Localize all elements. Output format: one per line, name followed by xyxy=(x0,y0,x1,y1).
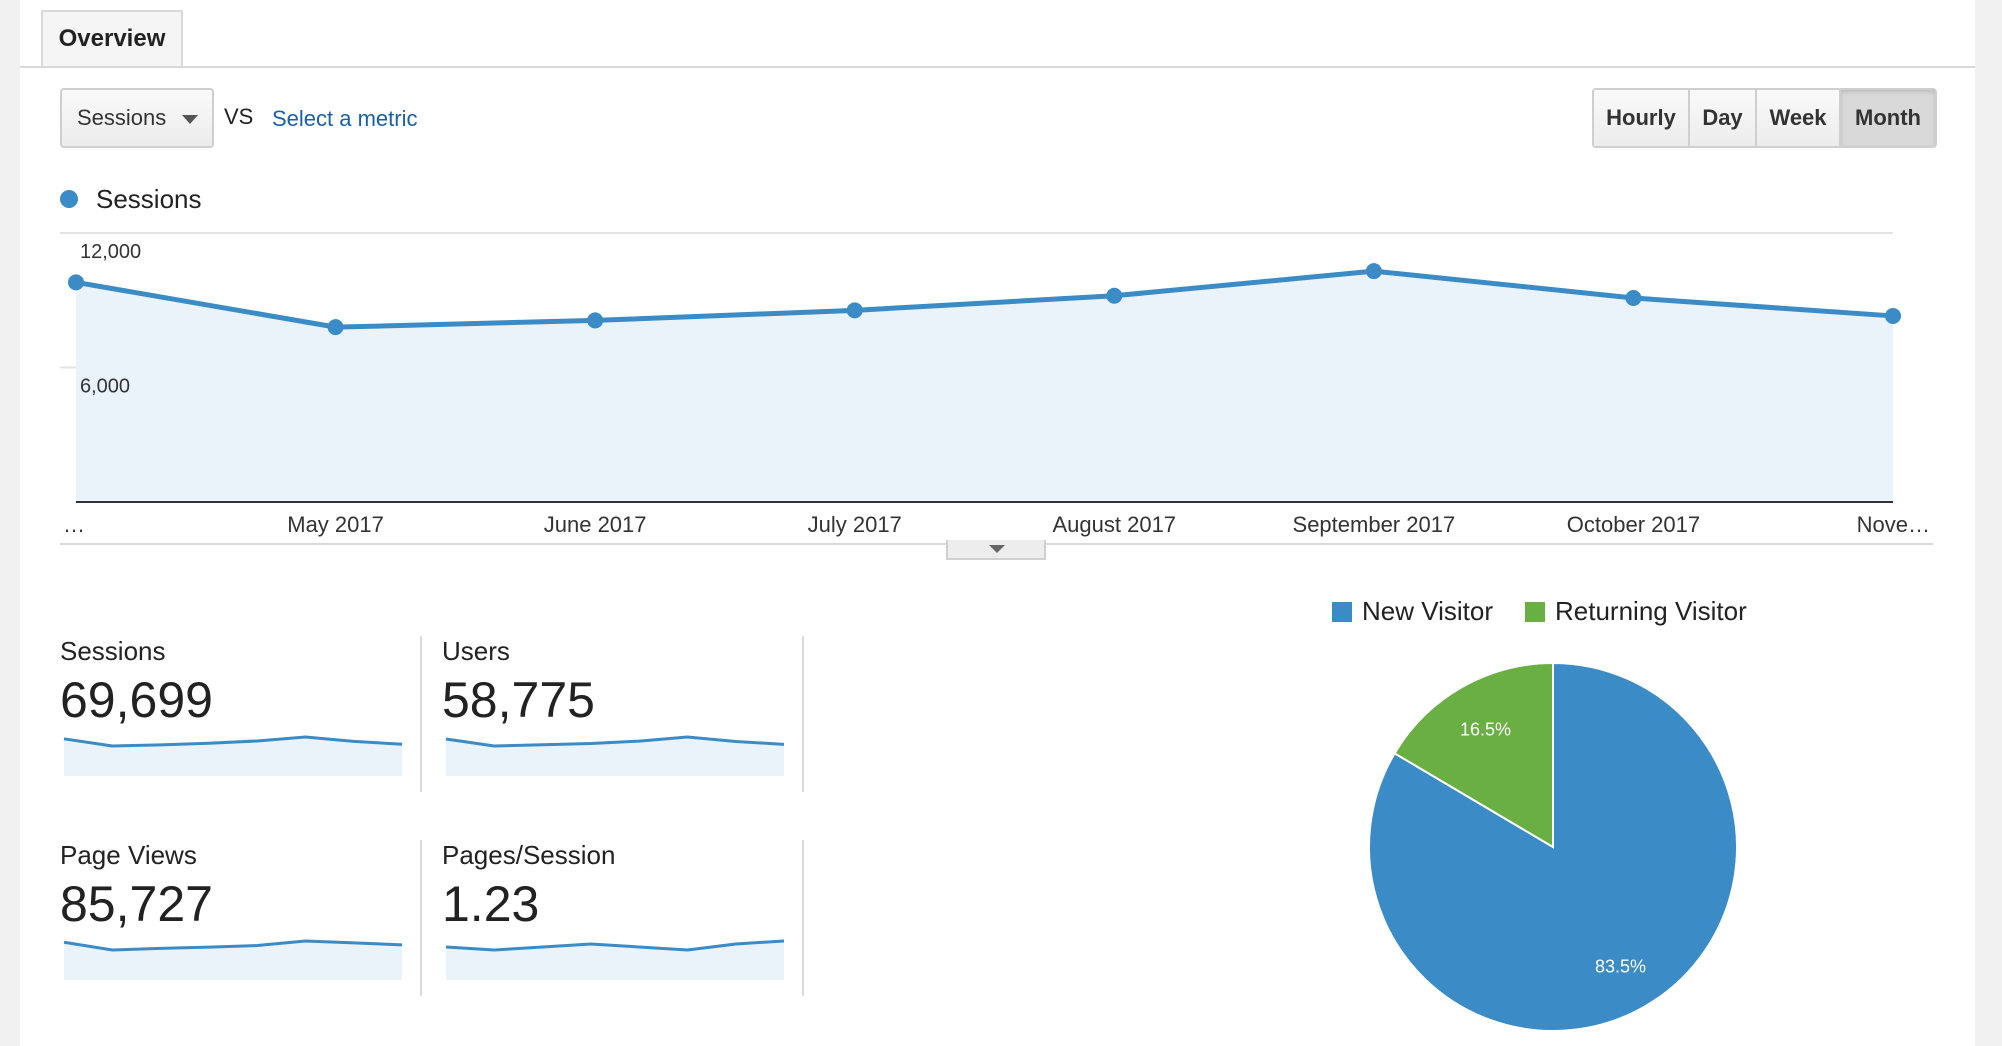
sparkline-area xyxy=(446,941,784,980)
kpi-label: Users xyxy=(442,636,510,666)
kpi-divider xyxy=(802,636,804,792)
sparkline-line xyxy=(445,735,784,748)
kpi-value: 69,699 xyxy=(60,672,213,728)
legend-label: Returning Visitor xyxy=(1555,596,1747,626)
kpi-pages-per-session[interactable]: Pages/Session 1.23 xyxy=(442,840,784,980)
data-point xyxy=(327,319,344,336)
x-tick-label: October 2017 xyxy=(1567,512,1700,537)
metric-dropdown[interactable]: Sessions xyxy=(60,88,214,148)
kpi-sparkline xyxy=(63,735,402,776)
kpi-divider xyxy=(420,840,422,996)
legend-label-sessions: Sessions xyxy=(96,183,202,214)
kpi-divider xyxy=(802,840,804,996)
kpi-sparkline xyxy=(63,939,402,980)
sparkline-line xyxy=(63,939,402,952)
kpi-sparkline xyxy=(445,735,784,776)
kpi-value: 58,775 xyxy=(442,672,595,728)
x-tick-label: June 2017 xyxy=(544,512,647,537)
area-fill xyxy=(76,271,1893,502)
tab-bar: Overview xyxy=(20,0,1975,68)
metric-dropdown-value: Sessions xyxy=(77,105,167,130)
chart-legend: Sessions xyxy=(60,184,202,214)
kpi-divider xyxy=(420,636,422,792)
kpi-sessions[interactable]: Sessions 69,699 xyxy=(60,636,402,776)
x-tick-label: September 2017 xyxy=(1293,512,1456,537)
x-tick-label: July 2017 xyxy=(808,512,902,537)
y-tick-label: 6,000 xyxy=(80,376,130,398)
granularity-week-button[interactable]: Week xyxy=(1757,90,1841,146)
kpi-page-views[interactable]: Page Views 85,727 xyxy=(60,840,402,980)
data-point xyxy=(1106,287,1123,304)
kpi-label: Pages/Session xyxy=(442,840,616,870)
pie-legend-new-visitor: New Visitor xyxy=(1332,596,1493,627)
kpi-value: 85,727 xyxy=(60,876,213,932)
granularity-toggle: Hourly Day Week Month xyxy=(1592,88,1937,148)
select-metric-link[interactable]: Select a metric xyxy=(272,106,418,131)
data-point xyxy=(846,302,863,319)
x-tick-label: August 2017 xyxy=(1053,512,1177,537)
pie-legend-returning-visitor: Returning Visitor xyxy=(1525,596,1747,627)
kpi-value: 1.23 xyxy=(442,876,540,932)
granularity-day-button[interactable]: Day xyxy=(1690,90,1757,146)
chart-expand-handle[interactable] xyxy=(946,540,1046,560)
sparkline-line xyxy=(63,735,402,748)
sessions-line-chart: 12,000 6,000 … May 2017 June 2017 July 2017 Au… xyxy=(60,232,1933,545)
granularity-hourly-button[interactable]: Hourly xyxy=(1594,90,1690,146)
vs-label: VS xyxy=(224,104,254,129)
kpi-sparkline xyxy=(445,939,784,980)
x-tick-label: … xyxy=(63,512,85,537)
x-tick-label: May 2017 xyxy=(287,512,384,537)
x-tick-label: Nove… xyxy=(1857,512,1930,537)
data-point xyxy=(1365,263,1382,280)
chevron-down-icon xyxy=(989,545,1005,553)
granularity-month-button[interactable]: Month xyxy=(1841,90,1935,146)
sparkline-area xyxy=(64,737,402,776)
data-point xyxy=(68,274,84,291)
data-point xyxy=(1885,307,1901,324)
sparkline-area xyxy=(446,737,784,776)
kpi-label: Sessions xyxy=(60,636,166,666)
tab-overview[interactable]: Overview xyxy=(41,10,183,66)
legend-label: New Visitor xyxy=(1362,596,1494,626)
chevron-down-icon xyxy=(182,115,198,124)
legend-swatch-returning-visitor xyxy=(1525,601,1545,622)
series-line xyxy=(75,268,1894,330)
sparkline-area xyxy=(64,941,402,980)
legend-marker-sessions xyxy=(60,190,78,208)
legend-swatch-new-visitor xyxy=(1332,601,1352,622)
y-tick-label: 12,000 xyxy=(80,241,141,263)
kpi-users[interactable]: Users 58,775 xyxy=(442,636,784,776)
data-point xyxy=(1625,290,1642,307)
sparkline-line xyxy=(445,939,784,952)
data-point xyxy=(587,312,604,329)
kpi-label: Page Views xyxy=(60,840,197,870)
